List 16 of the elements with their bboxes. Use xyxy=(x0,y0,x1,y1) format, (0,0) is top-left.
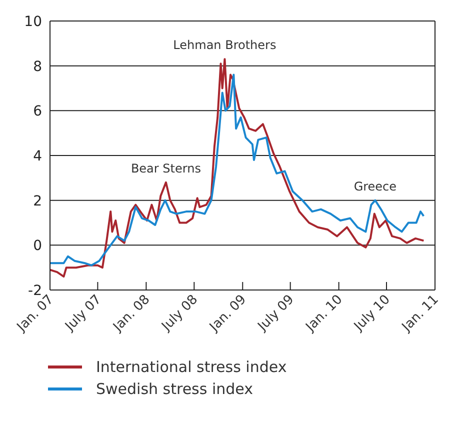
annotation: Lehman Brothers xyxy=(173,38,276,52)
x-tick-label: Jan. 09 xyxy=(206,292,250,336)
legend-label: Swedish stress index xyxy=(96,379,253,400)
y-tick-label: -2 xyxy=(28,282,42,299)
y-tick-label: 10 xyxy=(24,14,42,30)
y-tick-label: 2 xyxy=(33,193,42,210)
annotation: Bear Sterns xyxy=(130,161,201,176)
legend-label: International stress index xyxy=(96,357,287,378)
y-tick-label: 0 xyxy=(33,238,42,254)
x-tick-label: Jan. 10 xyxy=(302,292,346,336)
y-tick-label: 4 xyxy=(33,148,42,164)
x-tick-label: Jan. 11 xyxy=(398,292,442,336)
x-tick-label: Jan. 08 xyxy=(110,292,154,336)
y-tick-label: 6 xyxy=(33,104,42,120)
annotation: Greece xyxy=(354,179,397,194)
y-tick-label: 8 xyxy=(33,58,42,75)
